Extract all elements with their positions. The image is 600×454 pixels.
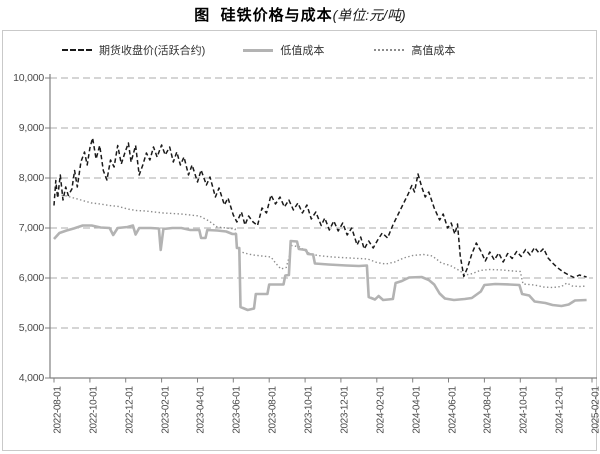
x-tick-label: 2025-02-01 [590, 386, 600, 434]
chart-title-text: 图 硅铁价格与成本 [194, 7, 333, 24]
x-tick-label: 2024-08-01 [482, 386, 494, 434]
y-tick-label: 9,000 [18, 121, 44, 134]
x-tick-label: 2022-08-01 [52, 386, 64, 434]
x-tick-label: 2024-02-01 [375, 386, 387, 434]
x-tick-label: 2024-12-01 [554, 386, 566, 434]
dotted-line-marker-icon [374, 49, 405, 51]
series-high-cost-line [53, 194, 587, 289]
chart-legend: 期货收盘价(活跃合约) 低值成本 高值成本 [62, 42, 455, 58]
chart-title-unit: (单位:元/吨) [332, 7, 406, 23]
legend-label-high-cost: 高值成本 [411, 45, 456, 57]
y-tick-label: 10,000 [13, 71, 44, 84]
legend-label-futures-close: 期货收盘价(活跃合约) [99, 45, 206, 57]
x-tick-label: 2024-10-01 [518, 386, 530, 434]
x-tick-label: 2024-04-01 [411, 386, 423, 434]
chart-frame [2, 30, 597, 451]
legend-item-futures-close: 期货收盘价(活跃合约) [62, 42, 205, 58]
y-tick-label: 4,000 [18, 371, 44, 384]
x-tick-label: 2024-06-01 [447, 386, 459, 434]
dashed-line-marker-icon [62, 49, 92, 51]
x-tick-label: 2023-08-01 [267, 386, 279, 434]
legend-label-low-cost: 低值成本 [280, 45, 325, 57]
x-tick-label: 2023-10-01 [303, 386, 315, 434]
series-futures-close-line [53, 137, 587, 279]
y-tick-label: 5,000 [18, 321, 44, 334]
y-tick-label: 8,000 [18, 171, 44, 184]
legend-item-high-cost: 高值成本 [374, 42, 455, 58]
y-tick-label: 6,000 [18, 271, 44, 284]
solid-line-marker-icon [243, 48, 274, 52]
x-tick-label: 2023-04-01 [195, 386, 207, 434]
x-tick-label: 2023-12-01 [339, 386, 351, 434]
y-tick-label: 7,000 [18, 221, 44, 234]
x-tick-label: 2023-06-01 [231, 386, 243, 434]
x-tick-label: 2023-02-01 [160, 386, 172, 434]
chart-title: 图 硅铁价格与成本(单位:元/吨) [0, 4, 600, 25]
legend-item-low-cost: 低值成本 [243, 42, 324, 58]
x-tick-label: 2022-10-01 [88, 386, 100, 434]
x-tick-label: 2022-12-01 [124, 386, 136, 434]
series-low-cost-line [53, 224, 587, 312]
